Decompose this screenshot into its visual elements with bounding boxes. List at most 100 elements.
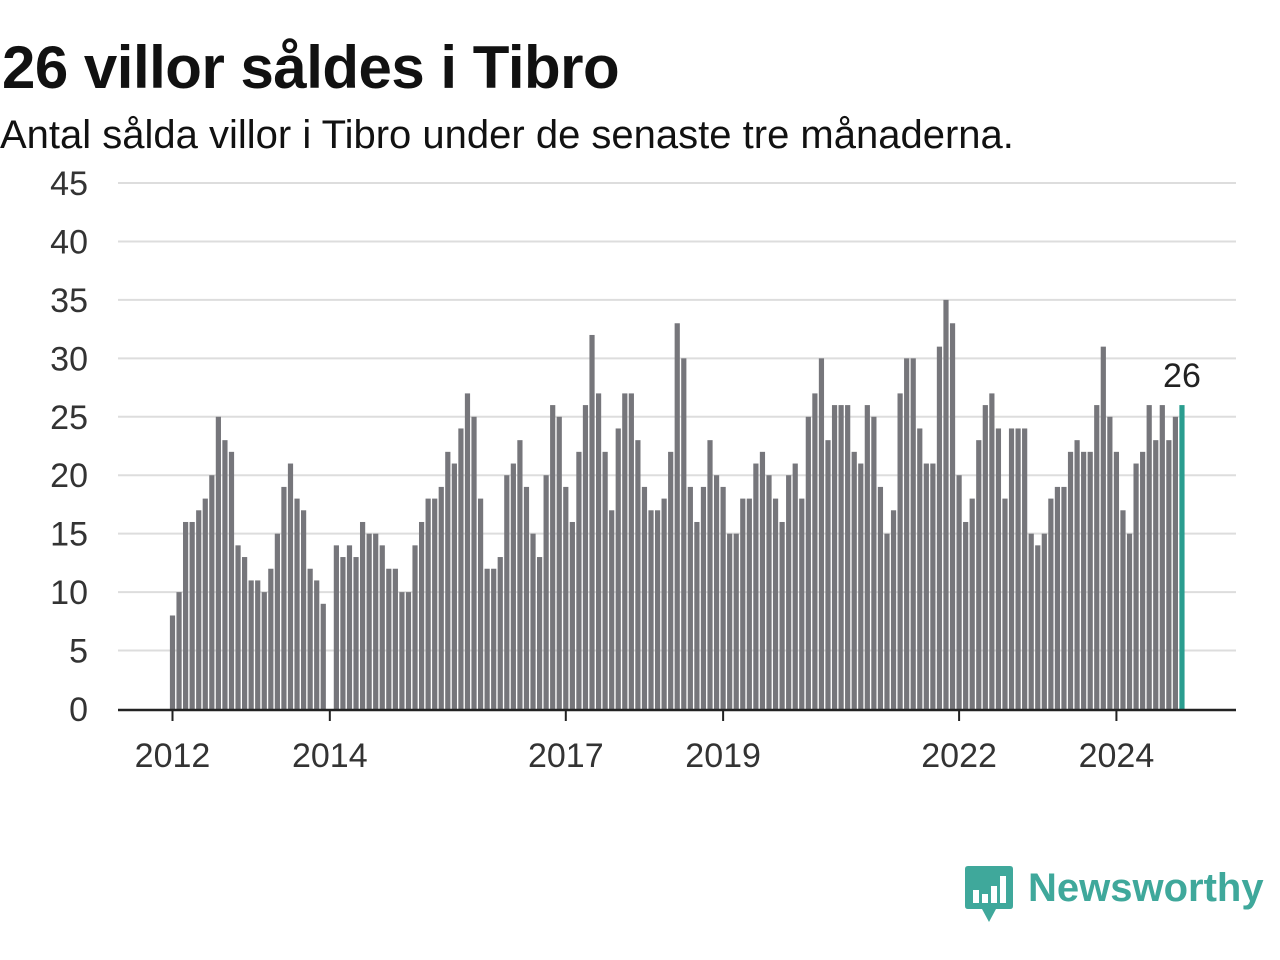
bar bbox=[510, 463, 516, 709]
bar bbox=[215, 416, 221, 709]
bar bbox=[969, 498, 975, 709]
bar bbox=[418, 521, 425, 709]
bar bbox=[353, 557, 359, 709]
bar bbox=[707, 440, 713, 709]
bar bbox=[1081, 451, 1087, 709]
chart-title: 26 villor såldes i Tibro bbox=[2, 34, 620, 101]
bar bbox=[595, 393, 602, 709]
bar bbox=[471, 416, 477, 709]
bar bbox=[851, 451, 857, 709]
bar bbox=[563, 486, 569, 709]
bar bbox=[825, 440, 831, 709]
x-tick-label: 2012 bbox=[135, 737, 211, 775]
y-tick-label: 45 bbox=[50, 165, 88, 203]
bar bbox=[1022, 428, 1028, 709]
bar bbox=[202, 498, 208, 709]
bar bbox=[1015, 428, 1021, 709]
y-tick-label: 0 bbox=[69, 691, 88, 729]
bar bbox=[373, 533, 379, 709]
bar bbox=[890, 510, 897, 709]
bar bbox=[1113, 451, 1120, 709]
bar bbox=[713, 475, 720, 709]
bar bbox=[301, 510, 307, 709]
bar bbox=[936, 346, 943, 709]
bar bbox=[661, 498, 667, 709]
last-value-label: 26 bbox=[1163, 357, 1201, 395]
bar bbox=[733, 533, 739, 709]
highlighted-bar bbox=[1179, 405, 1185, 709]
bar bbox=[412, 545, 418, 709]
bar bbox=[622, 393, 628, 709]
y-tick-label: 10 bbox=[50, 574, 88, 612]
bar bbox=[550, 405, 556, 709]
bar bbox=[320, 603, 326, 709]
bar bbox=[556, 416, 562, 709]
bar bbox=[746, 498, 752, 709]
bar bbox=[222, 440, 228, 709]
bar bbox=[340, 557, 346, 709]
bar bbox=[858, 463, 864, 709]
bar bbox=[949, 323, 956, 709]
bar bbox=[700, 486, 707, 709]
bar bbox=[189, 521, 195, 709]
bar bbox=[694, 521, 700, 709]
bar bbox=[799, 498, 805, 709]
bar bbox=[392, 568, 398, 709]
bar bbox=[930, 463, 936, 709]
bar bbox=[379, 545, 385, 709]
bar bbox=[641, 486, 648, 709]
bar bbox=[248, 580, 254, 709]
bar bbox=[169, 615, 176, 709]
bar bbox=[543, 475, 549, 709]
chart-subtitle: Antal sålda villor i Tibro under de sena… bbox=[0, 113, 1014, 157]
bar bbox=[517, 440, 523, 709]
bar bbox=[504, 475, 510, 709]
bar bbox=[1153, 440, 1159, 709]
bar bbox=[445, 451, 451, 709]
bar bbox=[1100, 346, 1106, 709]
bar bbox=[1146, 405, 1152, 709]
x-tick-label: 2019 bbox=[685, 737, 761, 775]
bar bbox=[366, 533, 372, 709]
bar bbox=[963, 521, 969, 709]
bar bbox=[1126, 533, 1133, 709]
bar bbox=[255, 580, 261, 709]
bar bbox=[582, 405, 589, 709]
bar bbox=[399, 592, 405, 709]
bar bbox=[1041, 533, 1047, 709]
bar bbox=[196, 510, 202, 709]
bar bbox=[917, 428, 923, 709]
bar bbox=[268, 568, 274, 709]
bar bbox=[995, 428, 1002, 709]
bar bbox=[1166, 440, 1172, 709]
bar bbox=[242, 557, 248, 709]
bar bbox=[897, 393, 903, 709]
bar bbox=[314, 580, 320, 709]
newsworthy-logo[interactable]: Newsworthy bbox=[964, 864, 1264, 924]
bar bbox=[923, 463, 929, 709]
bar bbox=[530, 533, 536, 709]
bar bbox=[668, 451, 674, 709]
bar bbox=[602, 451, 608, 709]
bar bbox=[654, 510, 661, 709]
bar bbox=[1002, 498, 1008, 709]
bar bbox=[576, 451, 582, 709]
bar bbox=[569, 521, 575, 709]
bar bbox=[497, 557, 503, 709]
bar bbox=[753, 463, 759, 709]
bar bbox=[1133, 463, 1139, 709]
bar bbox=[1061, 486, 1067, 709]
bar bbox=[294, 498, 300, 709]
bar bbox=[831, 405, 838, 709]
bar bbox=[648, 510, 654, 709]
bar bbox=[727, 533, 733, 709]
bar bbox=[235, 545, 241, 709]
bar bbox=[281, 486, 287, 709]
bar bbox=[681, 358, 687, 709]
bar bbox=[910, 358, 916, 709]
bar bbox=[1172, 416, 1179, 709]
brand-name: Newsworthy bbox=[1028, 866, 1264, 910]
x-tick-label: 2024 bbox=[1079, 737, 1155, 775]
bar bbox=[451, 463, 457, 709]
